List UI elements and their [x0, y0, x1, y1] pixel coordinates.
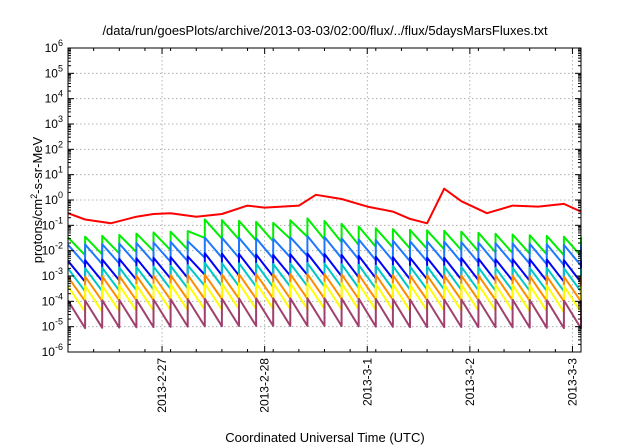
y-tick-label: 10-1	[42, 215, 63, 232]
series-line-3	[67, 235, 582, 267]
series-line-2	[67, 217, 582, 257]
x-tick-label: 2013-3-3	[565, 358, 579, 406]
x-tick-label: 2013-3-1	[360, 358, 374, 406]
series-line-8	[67, 297, 582, 330]
chart-title: /data/run/goesPlots/archive/2013-03-03/0…	[102, 23, 548, 38]
x-axis-label: Coordinated Universal Time (UTC)	[225, 430, 424, 445]
y-tick-label: 105	[45, 63, 63, 80]
series-line-4	[67, 252, 582, 284]
series-line-5	[67, 261, 582, 293]
y-tick-label: 10-2	[42, 241, 63, 258]
plot-frame	[67, 47, 582, 353]
x-tick-label: 2013-2-27	[155, 358, 169, 413]
series-line-1	[67, 187, 582, 225]
y-tick-label: 102	[45, 139, 63, 156]
y-tick-label: 101	[45, 165, 63, 182]
y-tick-label: 103	[45, 114, 63, 131]
y-tick-label: 10-5	[42, 317, 63, 334]
y-tick-label: 10-4	[42, 291, 63, 308]
y-tick-label: 100	[45, 190, 63, 207]
series-group	[67, 187, 582, 330]
y-tick-label: 10-6	[42, 342, 63, 359]
axes: 10-6 10-5 10-4 10-3 10-2 10-1 100 101 102 103 104 1…	[42, 38, 582, 413]
x-tick-label: 2013-3-2	[463, 358, 477, 406]
y-tick-label: 106	[45, 38, 63, 55]
y-tick-label: 104	[45, 89, 63, 106]
y-tick-label: 10-3	[42, 266, 63, 283]
series-line-7	[67, 282, 582, 314]
y-axis-label: protons/cm2-s-sr-MeV	[29, 136, 45, 263]
x-tick-label: 2013-2-28	[258, 358, 272, 413]
series-line-6	[67, 273, 582, 303]
